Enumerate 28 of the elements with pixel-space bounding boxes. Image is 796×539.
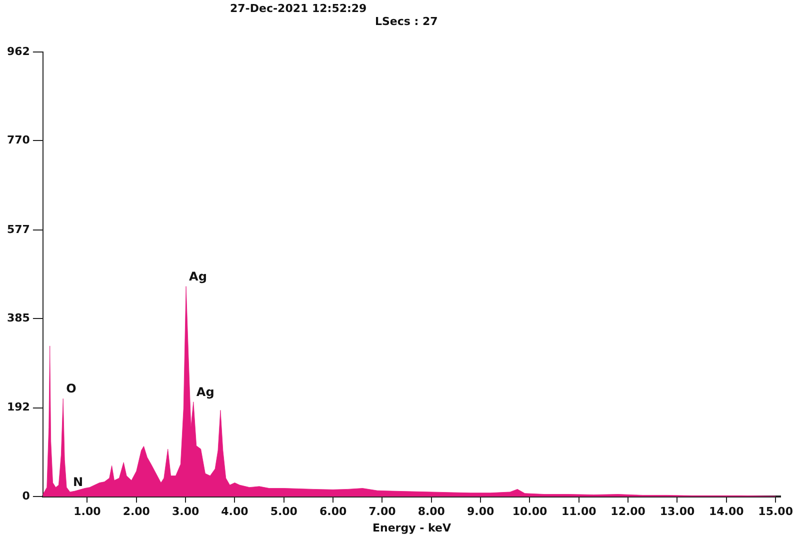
y-tick-label: 577 bbox=[6, 222, 30, 236]
x-tick-label: 1.00 bbox=[74, 505, 102, 518]
y-tick-label: 962 bbox=[6, 44, 30, 58]
x-axis-title: Energy - keV bbox=[372, 521, 452, 534]
annotation: Ag bbox=[189, 269, 207, 284]
x-tick-label: 14.00 bbox=[708, 505, 744, 518]
chart-title: 27-Dec-2021 12:52:29 bbox=[230, 2, 367, 15]
x-tick-label: 9.00 bbox=[466, 505, 494, 518]
x-tick-label: 12.00 bbox=[610, 505, 646, 518]
y-tick-label: 192 bbox=[6, 400, 30, 414]
x-tick-label: 4.00 bbox=[221, 505, 249, 518]
x-tick-label: 5.00 bbox=[270, 505, 298, 518]
y-tick-label: 0 bbox=[22, 489, 30, 502]
x-tick-label: 2.00 bbox=[122, 505, 150, 518]
annotation: Ag bbox=[196, 384, 214, 399]
x-tick-label: 6.00 bbox=[319, 505, 347, 518]
chart-subtitle: LSecs : 27 bbox=[375, 15, 438, 28]
x-tick-label: 7.00 bbox=[368, 505, 396, 518]
x-tick-label: 11.00 bbox=[561, 505, 597, 518]
y-tick-label: 770 bbox=[6, 134, 30, 147]
annotation: O bbox=[66, 382, 76, 396]
x-tick-label: 13.00 bbox=[660, 505, 695, 518]
x-tick-label: 8.00 bbox=[418, 505, 446, 518]
x-tick-label: 10.00 bbox=[512, 505, 548, 518]
annotation: N bbox=[73, 475, 84, 490]
y-tick-label: 385 bbox=[6, 312, 30, 325]
x-tick-label: 3.00 bbox=[172, 505, 200, 518]
x-tick-label: 15.00 bbox=[758, 505, 794, 518]
